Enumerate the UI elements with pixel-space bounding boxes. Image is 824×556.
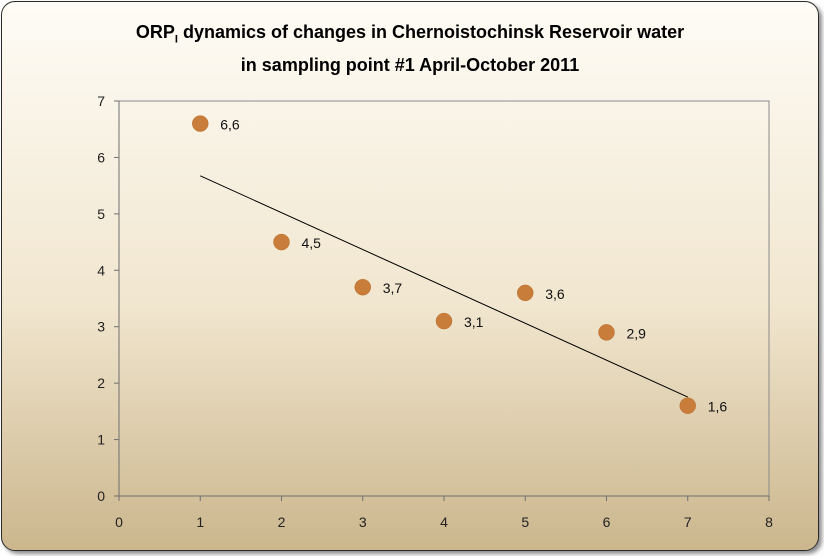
y-tick-label: 4	[97, 262, 105, 278]
data-label: 2,9	[627, 325, 647, 341]
data-label: 1,6	[708, 399, 728, 415]
data-point	[435, 312, 453, 330]
data-label: 4,5	[302, 235, 322, 251]
chart-title: ORPI dynamics of changes in Chernoistoch…	[2, 20, 818, 78]
data-point	[192, 115, 209, 132]
chart-title-subscript: I	[174, 33, 178, 46]
chart-title-line1: dynamics of changes in Chernoistochinsk …	[177, 22, 685, 42]
y-tick-label: 0	[97, 488, 105, 504]
x-tick-label: 3	[359, 514, 367, 530]
y-tick-label: 2	[97, 375, 105, 391]
x-tick-label: 5	[521, 514, 529, 530]
data-point	[598, 324, 615, 341]
y-tick-label: 1	[97, 432, 105, 448]
plot-area	[118, 100, 770, 497]
y-tick-label: 3	[97, 319, 105, 335]
data-label: 3,7	[383, 280, 403, 296]
scatter-chart: 0 1 2 3 4 5 6 7 0 1 2 3 4 5 6 7 8 6,6 4,5 3,7 3,1 3,6 2,9 1,6	[97, 93, 773, 530]
x-tick-label: 4	[440, 514, 448, 530]
y-tick-label: 7	[97, 93, 105, 109]
data-point	[517, 284, 534, 302]
data-label: 3,6	[545, 286, 565, 302]
x-tick-label: 0	[115, 514, 123, 530]
x-tick-label: 7	[684, 514, 692, 530]
data-point	[273, 233, 290, 251]
x-tick-label: 8	[765, 514, 773, 530]
chart-title-prefix: ORP	[135, 22, 175, 42]
x-tick-label: 6	[603, 514, 611, 530]
x-tick-label: 1	[196, 514, 204, 530]
y-tick-label: 6	[97, 149, 105, 165]
data-point	[354, 278, 371, 296]
data-point	[679, 397, 696, 414]
trend-line	[200, 175, 688, 398]
data-label: 3,1	[464, 314, 484, 330]
data-label: 6,6	[220, 117, 240, 133]
x-tick-label: 2	[278, 514, 286, 530]
y-tick-label: 5	[97, 206, 105, 222]
chart-title-line2: in sampling point #1 April-October 2011	[240, 54, 580, 75]
